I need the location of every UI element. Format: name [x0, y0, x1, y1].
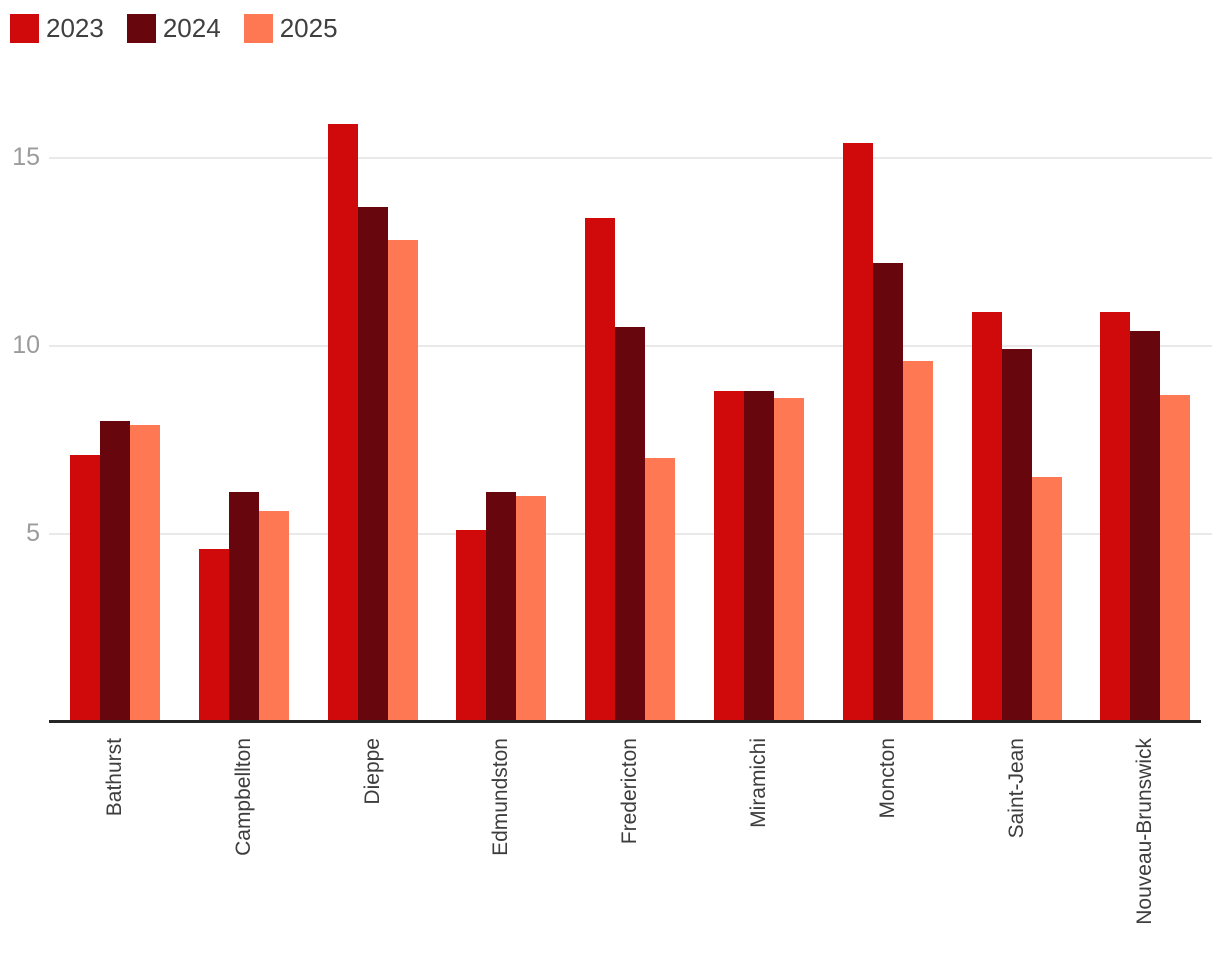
bar-campbellton-2024: [228, 492, 259, 722]
bar-saint-jean-2024: [1001, 349, 1032, 722]
bar-saint-jean-2025: [1031, 477, 1062, 722]
legend-swatch-icon: [126, 14, 156, 43]
bar-dieppe-2025: [387, 240, 418, 722]
gridline-15: [49, 156, 1212, 159]
x-axis-label-miramichi: Miramichi: [747, 738, 770, 828]
x-axis-label-edmundston: Edmundston: [489, 738, 513, 856]
bar-moncton-2025: [902, 360, 933, 722]
y-tick-label-15: 15: [12, 142, 40, 171]
x-axis-label-bathurst: Bathurst: [103, 738, 126, 817]
bar-dieppe-2024: [357, 206, 388, 722]
legend-item-2025[interactable]: 2025: [243, 13, 338, 43]
bar-bathurst-2024: [100, 420, 130, 722]
bar-bathurst-2023: [70, 454, 100, 722]
legend-label: 2023: [46, 13, 104, 43]
bar-fredericton-2023: [585, 217, 616, 722]
x-axis-label-saint-jean: Saint-Jean: [1004, 738, 1028, 839]
x-axis-label-nouveau-brunswick: Nouveau-Brunswick: [1133, 738, 1157, 925]
bar-miramichi-2024: [744, 390, 774, 722]
y-tick-label-10: 10: [12, 330, 40, 359]
chart-legend: 2023 2024 2025: [10, 14, 338, 43]
bar-nouveau-brunswick-2023: [1100, 311, 1131, 722]
legend-swatch-icon: [10, 14, 39, 43]
bar-dieppe-2023: [327, 123, 358, 722]
x-axis-label-dieppe: Dieppe: [360, 738, 384, 805]
bar-nouveau-brunswick-2024: [1130, 330, 1161, 722]
legend-item-2023[interactable]: 2023: [10, 14, 104, 43]
legend-label: 2024: [162, 13, 221, 43]
x-axis-line: [49, 720, 1201, 723]
bar-miramichi-2023: [714, 390, 744, 722]
x-axis-label-fredericton: Fredericton: [618, 738, 642, 845]
bar-edmundston-2023: [456, 529, 487, 722]
bar-miramichi-2025: [774, 398, 804, 722]
bar-edmundston-2024: [486, 492, 517, 722]
legend-label: 2025: [279, 13, 338, 43]
bar-bathurst-2025: [130, 424, 160, 722]
bar-saint-jean-2023: [971, 311, 1002, 722]
y-tick-label-5: 5: [26, 518, 40, 547]
x-axis-label-campbellton: Campbellton: [231, 738, 255, 856]
bar-campbellton-2025: [258, 511, 289, 722]
bar-nouveau-brunswick-2025: [1160, 394, 1191, 722]
bar-fredericton-2025: [645, 458, 676, 722]
bar-fredericton-2024: [615, 326, 646, 722]
bar-moncton-2023: [842, 142, 873, 722]
x-axis-label-moncton: Moncton: [875, 738, 899, 819]
bar-moncton-2024: [872, 263, 903, 722]
legend-swatch-icon: [243, 14, 273, 43]
bar-edmundston-2025: [516, 496, 547, 722]
legend-item-2024[interactable]: 2024: [126, 13, 221, 43]
bar-campbellton-2023: [198, 548, 229, 722]
